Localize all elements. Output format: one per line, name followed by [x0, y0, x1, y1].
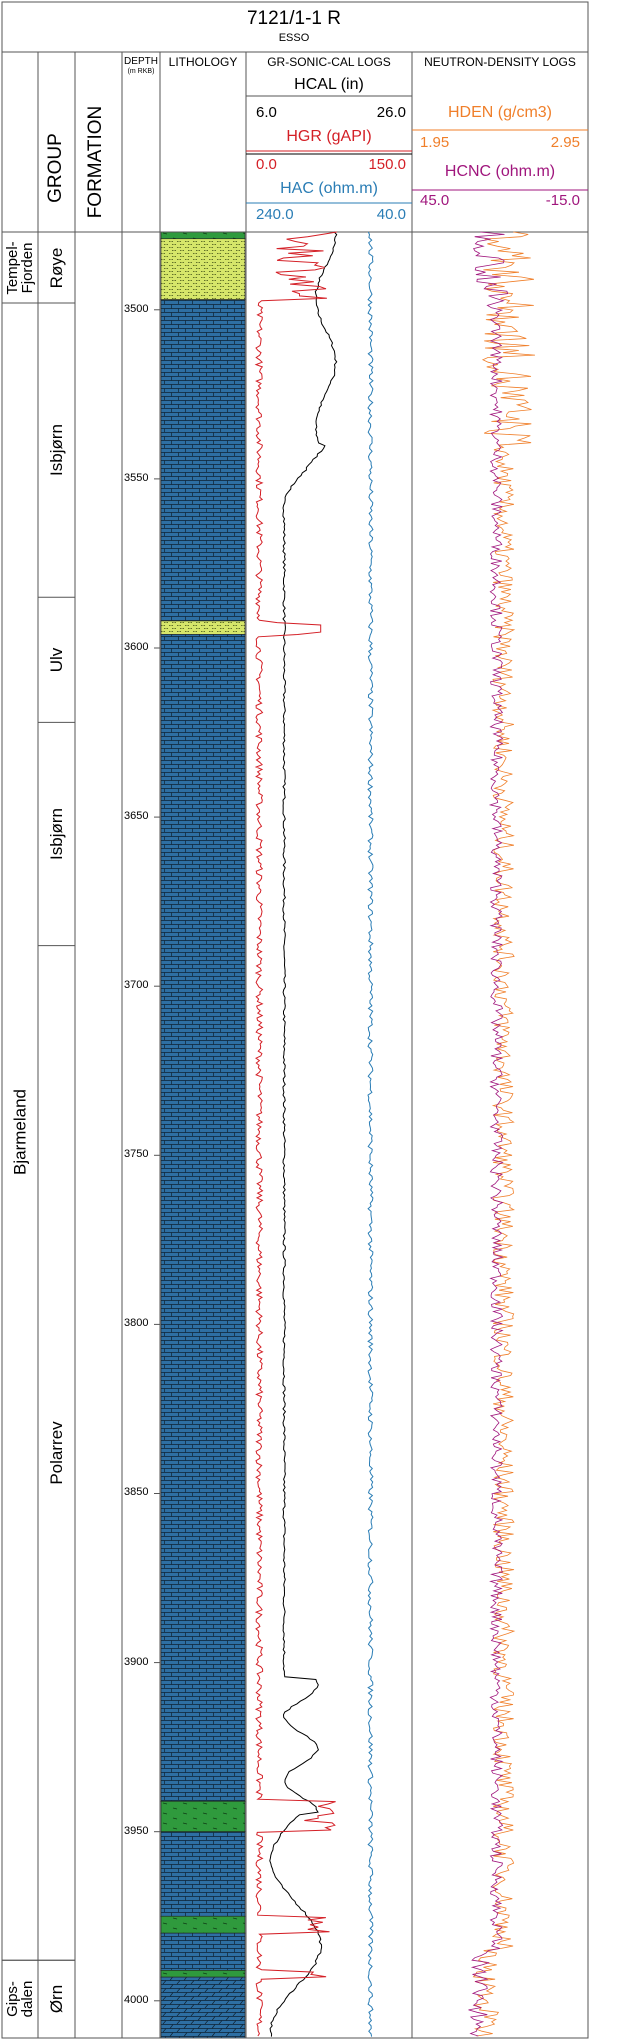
hden-min-label: 1.95 [420, 134, 450, 151]
hcal-max-label: 26.0 [376, 104, 406, 121]
depth-tick-label: 3850 [124, 1486, 149, 1499]
lithology-interval-blue-dolomite [160, 1976, 246, 2039]
group-label: Gips-dalen [4, 1980, 36, 2018]
hgr-curve [254, 231, 337, 2037]
depth-tick-label: 3600 [124, 640, 149, 653]
depth-tick-label: 3500 [124, 302, 149, 315]
hgr-max-label: 150.0 [368, 156, 406, 173]
group-label-line: Fjorden [19, 242, 36, 293]
depth-tick-label: 3750 [124, 1148, 149, 1161]
lithology-interval-green-shale [160, 1970, 246, 1978]
depth-tick-label: 3800 [124, 1317, 149, 1330]
hcal-min-label: 6.0 [256, 104, 277, 121]
lithology-interval-blue-limestone [160, 1932, 246, 1971]
hden-curve [472, 231, 536, 2037]
well-name: 7121/1-1 R [246, 8, 341, 29]
hac-max-label: 40.0 [376, 206, 406, 223]
group-label-line: Gips- [4, 1981, 21, 2018]
hcnc-min-label: 45.0 [420, 192, 450, 209]
hden-curve-label: HDEN (g/cm3) [447, 104, 552, 121]
lithology-interval-green-shale [160, 1800, 246, 1832]
lithology-interval-blue-limestone [160, 299, 246, 622]
hden-max-label: 2.95 [550, 134, 580, 151]
hcnc-curve-label: HCNC (ohm.m) [444, 163, 556, 180]
hcal-curve-label: HCAL (in) [294, 76, 364, 93]
group-label-line: Tempel- [4, 240, 21, 295]
depth-column-header: DEPTH [124, 56, 158, 67]
hgr-curve-label: HGR (gAPI) [286, 128, 372, 145]
depth-unit-label: (m RKB) [127, 68, 155, 75]
hcnc-curve [468, 231, 509, 2037]
formation-column-header: FORMATION [85, 105, 106, 219]
formation-label: Isbjørn [46, 424, 66, 477]
lithology-interval-green-shale [160, 1915, 246, 1934]
lithology-interval-yellow-sand [160, 620, 246, 635]
gr-sonic-cal-header: GR-SONIC-CAL LOGS [267, 55, 391, 69]
formation-label: Ulv [46, 647, 66, 673]
lithology-interval-blue-limestone [160, 1831, 246, 1917]
neutron-density-header: NEUTRON-DENSITY LOGS [424, 55, 576, 69]
formation-label: Ørn [46, 1984, 66, 2014]
outer-border [1, 1, 589, 2039]
hcal-curve [269, 231, 338, 2037]
hgr-min-label: 0.0 [256, 156, 277, 173]
depth-tick-label: 3550 [124, 471, 149, 484]
lithology-interval-green-shale [160, 231, 246, 240]
group-label: Bjarmeland [10, 1088, 30, 1175]
operator-name: ESSO [278, 32, 310, 44]
lithology-interval-blue-limestone [160, 634, 246, 1802]
lithology-column-header: LITHOLOGY [168, 55, 238, 69]
hac-curve-label: HAC (ohm.m) [280, 180, 378, 197]
group-label-line: Bjarmeland [10, 1088, 30, 1175]
depth-tick-label: 3950 [124, 1824, 149, 1837]
hac-min-label: 240.0 [256, 206, 294, 223]
depth-tick-label: 3900 [124, 1655, 149, 1668]
hcnc-max-label: -15.0 [545, 192, 580, 209]
group-column-header: GROUP [45, 133, 66, 203]
formation-label: Røye [46, 247, 66, 288]
group-label: Tempel- Fjorden [4, 240, 36, 295]
depth-tick-label: 4000 [124, 1993, 149, 2006]
formation-label: Isbjørn [46, 808, 66, 860]
depth-tick-label: 3700 [124, 979, 149, 992]
depth-tick-label: 3650 [124, 810, 149, 823]
hac-curve [367, 231, 374, 2037]
formation-label: Polarrev [46, 1421, 66, 1485]
lithology-interval-yellow-sand [160, 238, 246, 300]
group-label-line: dalen [19, 1980, 36, 2018]
